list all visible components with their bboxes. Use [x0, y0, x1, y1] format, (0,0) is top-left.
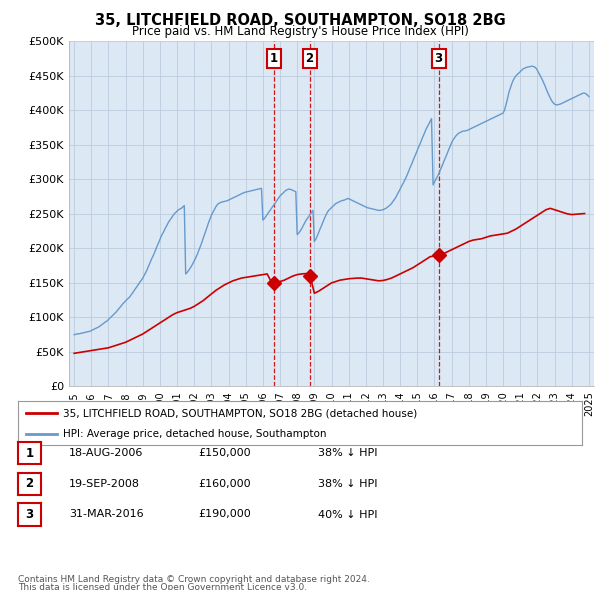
- Text: 3: 3: [25, 508, 34, 521]
- Text: 40% ↓ HPI: 40% ↓ HPI: [318, 510, 377, 519]
- Text: Price paid vs. HM Land Registry's House Price Index (HPI): Price paid vs. HM Land Registry's House …: [131, 25, 469, 38]
- Text: 1: 1: [269, 52, 278, 65]
- Text: 2: 2: [305, 52, 314, 65]
- Text: 18-AUG-2006: 18-AUG-2006: [69, 448, 143, 458]
- Text: 3: 3: [434, 52, 443, 65]
- Text: This data is licensed under the Open Government Licence v3.0.: This data is licensed under the Open Gov…: [18, 582, 307, 590]
- Text: 2: 2: [25, 477, 34, 490]
- Text: Contains HM Land Registry data © Crown copyright and database right 2024.: Contains HM Land Registry data © Crown c…: [18, 575, 370, 584]
- Text: £160,000: £160,000: [198, 479, 251, 489]
- Text: HPI: Average price, detached house, Southampton: HPI: Average price, detached house, Sout…: [63, 428, 326, 438]
- Text: 35, LITCHFIELD ROAD, SOUTHAMPTON, SO18 2BG: 35, LITCHFIELD ROAD, SOUTHAMPTON, SO18 2…: [95, 13, 505, 28]
- Text: £150,000: £150,000: [198, 448, 251, 458]
- Text: 38% ↓ HPI: 38% ↓ HPI: [318, 448, 377, 458]
- Text: 35, LITCHFIELD ROAD, SOUTHAMPTON, SO18 2BG (detached house): 35, LITCHFIELD ROAD, SOUTHAMPTON, SO18 2…: [63, 408, 418, 418]
- Text: 19-SEP-2008: 19-SEP-2008: [69, 479, 140, 489]
- Text: 1: 1: [25, 447, 34, 460]
- Text: £190,000: £190,000: [198, 510, 251, 519]
- Text: 31-MAR-2016: 31-MAR-2016: [69, 510, 143, 519]
- Text: 38% ↓ HPI: 38% ↓ HPI: [318, 479, 377, 489]
